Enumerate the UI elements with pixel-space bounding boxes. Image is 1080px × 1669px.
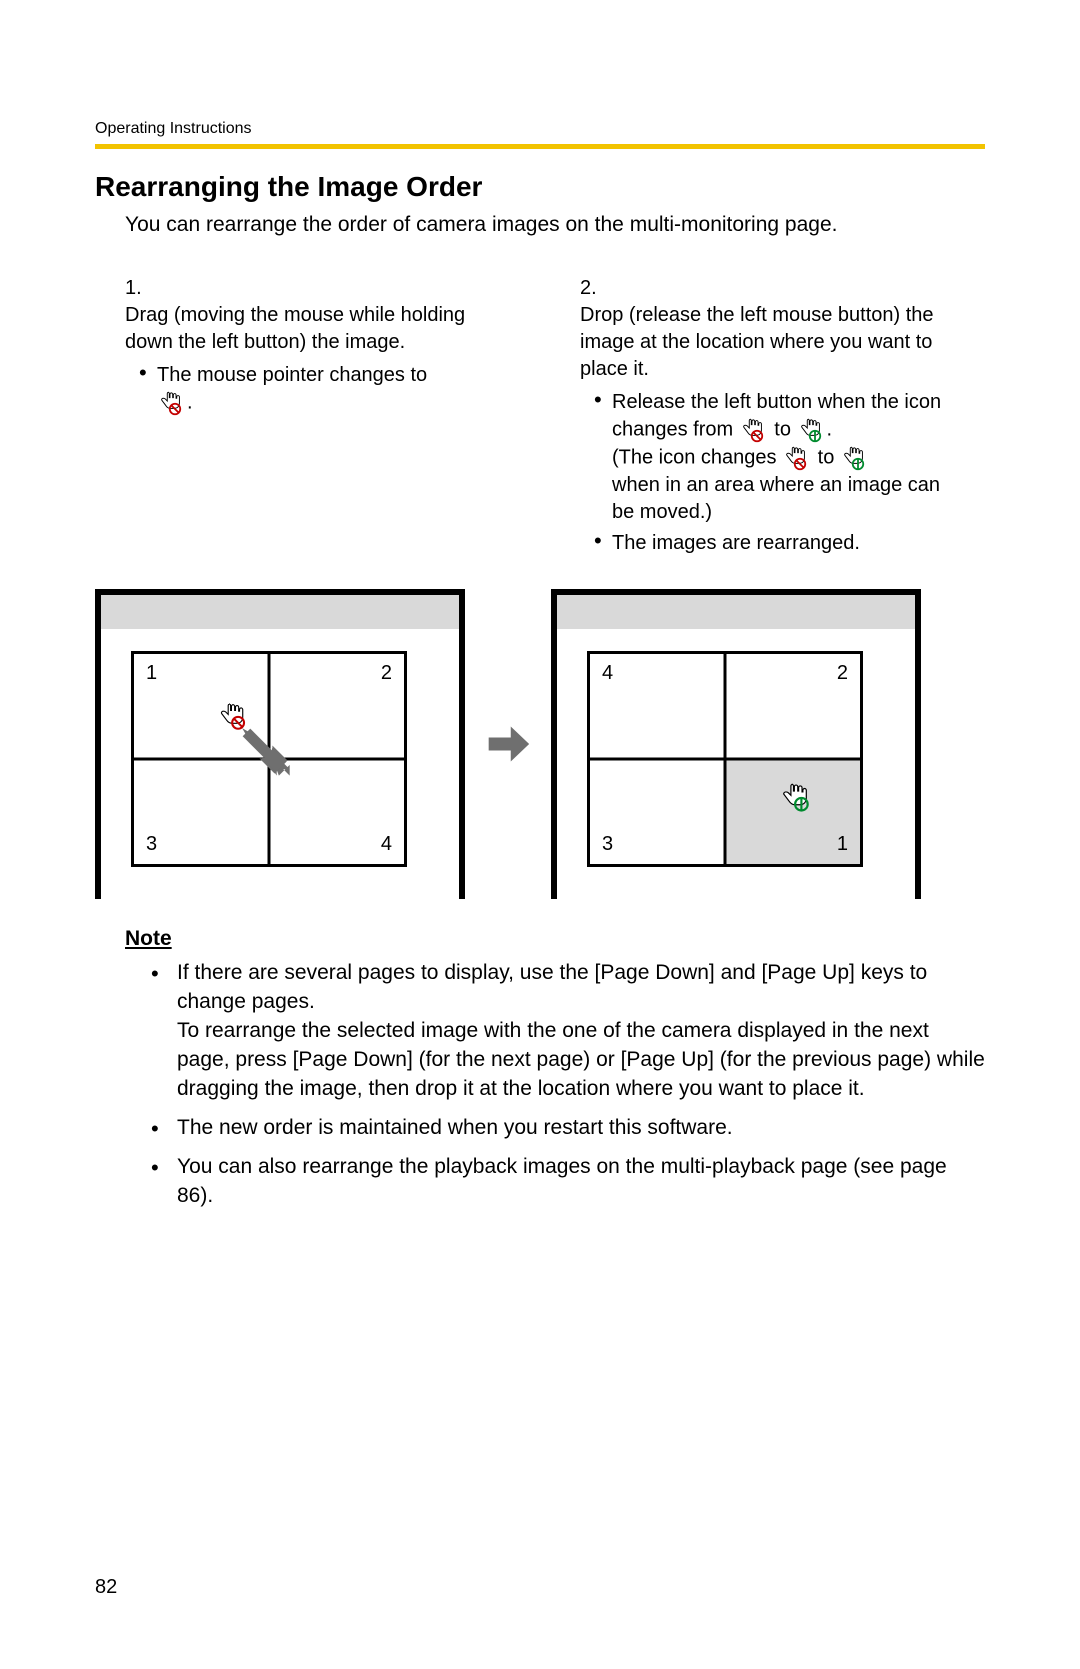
hand-ok-icon bbox=[778, 780, 814, 814]
hand-ok-icon bbox=[797, 416, 827, 444]
note-heading: Note bbox=[125, 927, 985, 951]
cell-tl: 4 bbox=[602, 662, 613, 685]
note-item: You can also rearrange the playback imag… bbox=[151, 1153, 985, 1211]
note-list: If there are several pages to display, u… bbox=[151, 959, 985, 1211]
cell-br: 4 bbox=[381, 833, 392, 856]
header-rule bbox=[95, 144, 985, 149]
step-1-text: Drag (moving the mouse while holding dow… bbox=[125, 304, 465, 353]
cell-tr: 2 bbox=[837, 662, 848, 685]
hand-no-icon bbox=[157, 389, 187, 417]
before-grid: 1 2 3 4 bbox=[131, 651, 407, 867]
step-2-number: 2. bbox=[580, 275, 608, 302]
note-item: If there are several pages to display, u… bbox=[151, 959, 985, 1104]
cell-tr: 2 bbox=[381, 662, 392, 685]
arrow-right-icon bbox=[483, 719, 533, 769]
after-grid: 4 2 3 1 bbox=[587, 651, 863, 867]
step-2-text: Drop (release the left mouse button) the… bbox=[580, 304, 934, 380]
before-panel: 1 2 3 4 bbox=[95, 589, 465, 899]
step-1-number: 1. bbox=[125, 275, 153, 302]
step-2-bullet-1: Release the left button when the icon ch… bbox=[594, 389, 953, 526]
cell-bl: 3 bbox=[146, 833, 157, 856]
running-head: Operating Instructions bbox=[95, 120, 985, 138]
step-2-bullet-2: The images are rearranged. bbox=[594, 530, 953, 557]
cell-bl: 3 bbox=[602, 833, 613, 856]
diagrams-row: 1 2 3 4 bbox=[95, 589, 985, 899]
window-titlebar bbox=[95, 589, 465, 629]
after-panel: 4 2 3 1 bbox=[551, 589, 921, 899]
hand-no-icon bbox=[739, 416, 769, 444]
intro-text: You can rearrange the order of camera im… bbox=[125, 211, 985, 239]
step-1-bullet-1: The mouse pointer changes to . bbox=[139, 362, 498, 417]
step-1: 1. Drag (moving the mouse while holding … bbox=[125, 275, 530, 561]
note-item: The new order is maintained when you res… bbox=[151, 1114, 985, 1143]
steps-columns: 1. Drag (moving the mouse while holding … bbox=[125, 275, 985, 561]
hand-ok-icon bbox=[840, 444, 870, 472]
page-title: Rearranging the Image Order bbox=[95, 171, 985, 203]
cell-tl: 1 bbox=[146, 662, 157, 685]
page-number: 82 bbox=[95, 1576, 117, 1599]
drag-arrow-icon bbox=[242, 728, 292, 778]
window-titlebar bbox=[551, 589, 921, 629]
hand-no-icon bbox=[782, 444, 812, 472]
step-2: 2. Drop (release the left mouse button) … bbox=[580, 275, 985, 561]
cell-br: 1 bbox=[837, 833, 848, 856]
